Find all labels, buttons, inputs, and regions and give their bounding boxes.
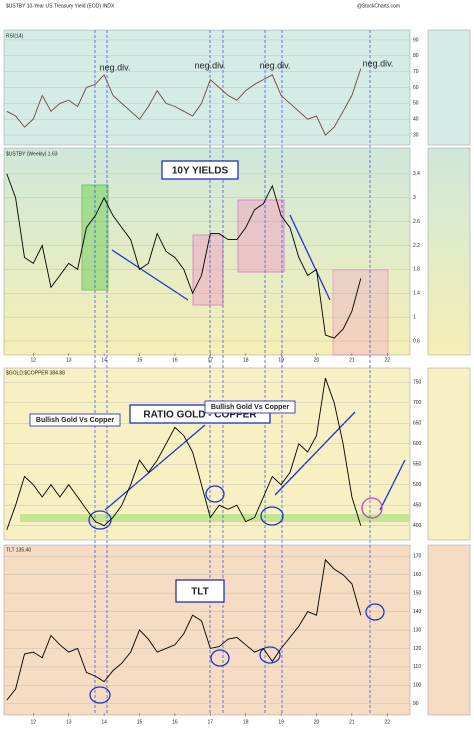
title-box [161, 160, 239, 180]
annotation: neg.div. [195, 60, 226, 70]
x-tick-label: 20 [314, 357, 320, 363]
x-tick-label: 12 [31, 719, 37, 725]
highlight-circle [361, 497, 383, 519]
y-tick-label: 60 [413, 85, 419, 91]
x-tick-label: 14 [101, 357, 107, 363]
y-tick-label: 170 [413, 554, 422, 560]
y-tick-label: 3 [413, 195, 416, 201]
x-tick-label: 15 [137, 719, 143, 725]
x-tick-label: 21 [349, 357, 355, 363]
y-tick-label: 120 [413, 646, 422, 652]
panel-title: 10Y YIELDS [172, 166, 229, 177]
y-tick-label: 1 [413, 315, 416, 321]
annotation: neg.div. [100, 62, 131, 72]
data-line [6, 558, 362, 701]
y-tick-label: 1.8 [413, 267, 420, 273]
x-tick-label: 18 [243, 357, 249, 363]
x-tick-label: 20 [314, 719, 320, 725]
x-tick-label: 15 [137, 357, 143, 363]
x-tick-label: 22 [385, 357, 391, 363]
x-tick-label: 16 [172, 719, 178, 725]
y-tick-label: 130 [413, 627, 422, 633]
y-tick-label: 450 [413, 503, 422, 509]
panel-label: $GOLD:$COPPER 384.88 [6, 370, 65, 376]
y-tick-label: 40 [413, 117, 419, 123]
x-tick-label: 14 [101, 719, 107, 725]
panel-label: RSI(14) [6, 33, 24, 39]
x-tick-label: 16 [172, 357, 178, 363]
y-tick-label: 650 [413, 421, 422, 427]
annotation-box [204, 400, 296, 414]
x-tick-label: 13 [66, 719, 72, 725]
y-tick-label: 90 [413, 701, 419, 707]
y-tick-label: 1.4 [413, 291, 420, 297]
y-tick-label: 90 [413, 37, 419, 43]
y-tick-label: 140 [413, 609, 422, 615]
x-tick-label: 17 [208, 357, 214, 363]
y-tick-label: 550 [413, 462, 422, 468]
y-tick-label: 50 [413, 101, 419, 107]
header-source: @StockCharts.com [357, 3, 400, 9]
arrows [88, 214, 406, 704]
y-tick-label: 70 [413, 69, 419, 75]
annotation: Bullish Gold Vs Copper [36, 417, 114, 424]
title-box [175, 579, 225, 603]
x-tick-label: 18 [243, 719, 249, 725]
ratio-panel [3, 367, 411, 541]
highlight-box [237, 199, 285, 273]
x-tick-label: 19 [278, 719, 284, 725]
y-tick-label: 3.4 [413, 171, 420, 177]
y-tick-label: 150 [413, 590, 422, 596]
side-panel [427, 29, 471, 146]
y-tick-label: 600 [413, 441, 422, 447]
data-line [6, 378, 362, 530]
side-panel [427, 147, 471, 356]
annotation: Bullish Gold Vs Copper [211, 404, 289, 411]
x-tick-label: 12 [31, 357, 37, 363]
side-panel [427, 544, 471, 716]
x-tick-label: 19 [278, 357, 284, 363]
y-tick-label: 110 [413, 664, 421, 670]
y-tick-label: 700 [413, 400, 422, 406]
y-tick-label: 160 [413, 572, 422, 578]
x-tick-label: 17 [208, 719, 214, 725]
y-tick-label: 80 [413, 53, 419, 59]
panel-title: RATIO GOLD - COPPER [143, 410, 257, 421]
y-tick-label: 30 [413, 132, 419, 138]
data-line [6, 68, 362, 136]
data-line [6, 173, 362, 339]
y-tick-label: 2.2 [413, 243, 420, 249]
y-tick-label: 2.6 [413, 219, 420, 225]
y-tick-label: 500 [413, 482, 422, 488]
y-tick-label: 100 [413, 683, 422, 689]
y-tick-label: 0.6 [413, 338, 420, 344]
side-panel [427, 367, 471, 541]
panel-label: $USTBY (Weekly) 1.63 [6, 151, 58, 157]
y-tick-label: 400 [413, 523, 422, 529]
panel-title: TLT [191, 587, 209, 598]
header-symbol: $USTBY 10-Year US Treasury Yield (EOD) I… [6, 3, 115, 9]
support-band [20, 514, 410, 522]
annotation-box [29, 413, 121, 427]
annotation: neg.div. [363, 58, 394, 68]
y-tick-label: 750 [413, 380, 422, 386]
highlight-box [332, 269, 389, 356]
annotation: neg.div. [260, 60, 291, 70]
x-tick-label: 21 [349, 719, 355, 725]
x-tick-label: 13 [66, 357, 72, 363]
x-tick-label: 22 [385, 719, 391, 725]
panel-label: TLT 135.40 [6, 547, 31, 553]
